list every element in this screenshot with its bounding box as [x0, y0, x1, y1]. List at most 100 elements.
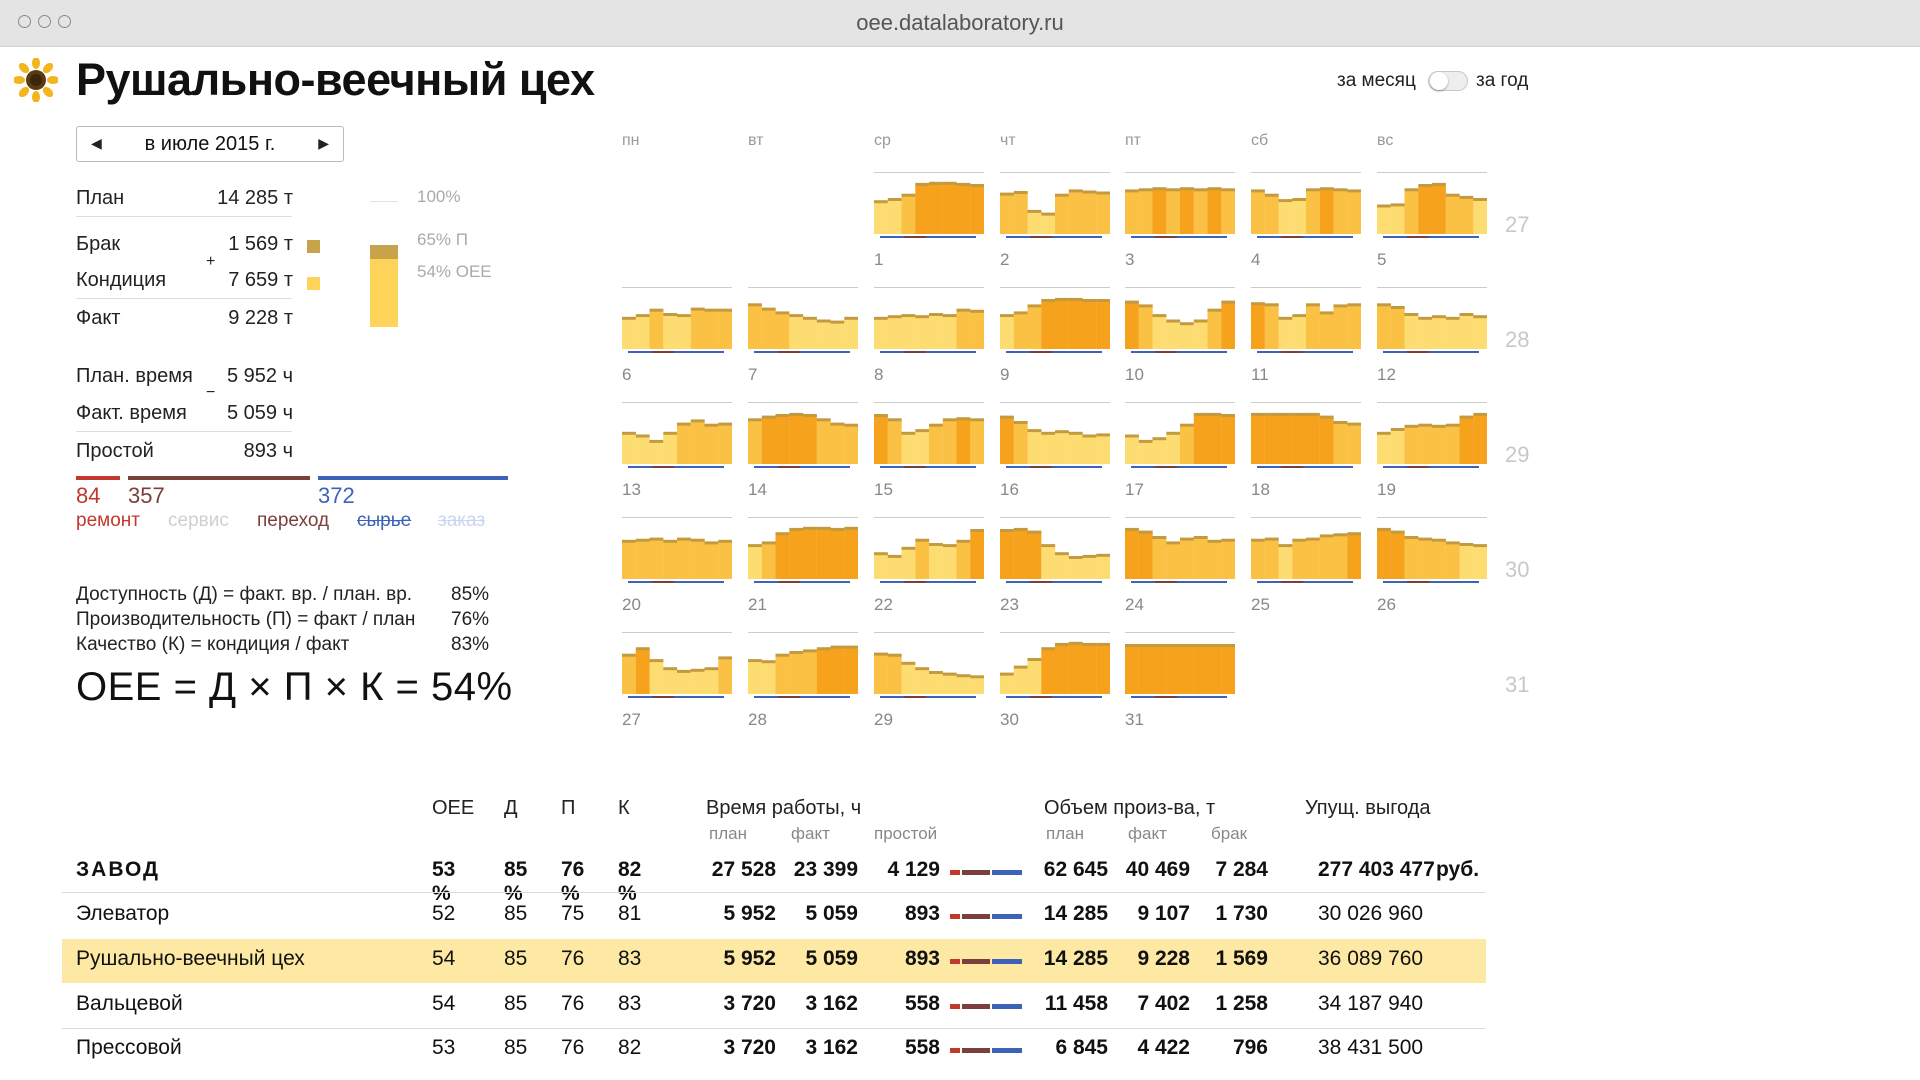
calendar-day[interactable]: 28 — [748, 632, 858, 729]
defect-bar — [1292, 198, 1307, 201]
calendar-day[interactable]: 9 — [1000, 287, 1110, 384]
close-window-icon[interactable] — [18, 15, 31, 28]
downtime-label: Простой — [76, 440, 154, 462]
defect-bar — [1306, 412, 1320, 416]
defect-bar — [1000, 415, 1014, 419]
address-bar[interactable]: oee.datalaboratory.ru — [856, 10, 1064, 35]
day-production-chart — [622, 307, 732, 353]
plan-time-value: 5 952 ч — [226, 365, 293, 387]
defect-bar — [1082, 299, 1097, 302]
calendar-day[interactable]: 15 — [874, 402, 984, 499]
defect-bar — [775, 532, 790, 536]
changeover-segment — [128, 476, 310, 480]
calendar-day[interactable]: 25 — [1251, 517, 1361, 614]
defect-bar — [1333, 421, 1348, 424]
repair-strip — [904, 696, 926, 698]
calendar-day[interactable]: 27 — [622, 632, 732, 729]
calendar-day[interactable]: 21 — [748, 517, 858, 614]
calendar-day[interactable]: 24 — [1125, 517, 1235, 614]
calendar-day[interactable]: 20 — [622, 517, 732, 614]
defect-bar — [1264, 193, 1279, 197]
day-plan-line — [1125, 632, 1235, 633]
production-bar — [942, 546, 957, 579]
minimize-window-icon[interactable] — [38, 15, 51, 28]
calendar-day[interactable]: 19 — [1377, 402, 1487, 499]
oee-percent-label: 54% OEE — [417, 262, 492, 281]
period-month-label[interactable]: за месяц — [1337, 70, 1416, 91]
calendar-day[interactable]: 23 — [1000, 517, 1110, 614]
day-number: 18 — [1251, 480, 1270, 499]
defect-bar — [1000, 529, 1014, 532]
defect-bar — [663, 431, 678, 435]
calendar-day[interactable]: 14 — [748, 402, 858, 499]
defect-bar — [1390, 428, 1405, 431]
defect-bar — [929, 671, 943, 674]
production-bar — [622, 656, 636, 694]
defect-bar — [1207, 539, 1222, 543]
calendar-day[interactable]: 6 — [622, 287, 732, 384]
defect-bar — [704, 423, 719, 427]
production-bar — [1319, 536, 1334, 579]
calendar-day[interactable]: 4 — [1251, 172, 1361, 269]
triangle-right-icon[interactable]: ▶ — [318, 135, 329, 151]
production-bar — [1404, 315, 1419, 349]
cause-changeover[interactable]: переход — [257, 510, 330, 531]
calendar-day[interactable]: 16 — [1000, 402, 1110, 499]
production-bar — [1027, 660, 1042, 694]
downtime-strip — [628, 466, 724, 468]
calendar-day[interactable]: 10 — [1125, 287, 1235, 384]
calendar-day[interactable]: 31 — [1125, 632, 1235, 729]
calendar-day[interactable]: 26 — [1377, 517, 1487, 614]
calendar-day[interactable]: 11 — [1251, 287, 1361, 384]
calendar-day[interactable]: 2 — [1000, 172, 1110, 269]
cause-raw-material[interactable]: сырье — [357, 510, 412, 531]
calendar-day[interactable]: 17 — [1125, 402, 1235, 499]
production-bar — [690, 541, 705, 579]
calendar-day[interactable]: 22 — [874, 517, 984, 614]
maximize-window-icon[interactable] — [58, 15, 71, 28]
calendar-day[interactable]: 18 — [1251, 402, 1361, 499]
defect-bar — [956, 417, 971, 421]
row-benefit: 36 089 760 — [1318, 947, 1424, 970]
calendar-day[interactable]: 5 — [1377, 172, 1487, 269]
toggle-knob[interactable] — [1430, 72, 1448, 90]
subcol-vfact: факт — [1128, 824, 1167, 843]
production-bar — [1138, 190, 1153, 234]
downtime-mix-bar — [962, 959, 990, 964]
calendar-day[interactable]: 29 — [874, 632, 984, 729]
repair-strip — [778, 581, 800, 583]
period-year-label[interactable]: за год — [1476, 70, 1529, 91]
calendar-day[interactable]: 3 — [1125, 172, 1235, 269]
calendar-day[interactable]: 1 — [874, 172, 984, 269]
cause-order[interactable]: заказ — [438, 510, 486, 531]
defect-bar — [1068, 556, 1083, 559]
production-bar — [718, 425, 732, 464]
total-plan: 27 528 — [711, 858, 776, 881]
day-number: 10 — [1125, 365, 1144, 384]
day-number: 7 — [748, 365, 758, 384]
production-bar — [1445, 543, 1460, 579]
cause-repair[interactable]: ремонт — [76, 510, 140, 531]
defect-bar — [1125, 189, 1139, 193]
calendar-day[interactable]: 12 — [1377, 287, 1487, 384]
plan-time-label: План. время — [76, 365, 193, 387]
day-plan-line — [748, 287, 858, 288]
calendar-day[interactable]: 7 — [748, 287, 858, 384]
calendar-day[interactable]: 13 — [622, 402, 732, 499]
day-number: 20 — [622, 595, 641, 614]
production-bar — [1000, 418, 1014, 464]
calendar-day[interactable]: 30 — [1000, 632, 1110, 729]
defect-bar — [1251, 189, 1265, 193]
day-production-chart — [1251, 532, 1361, 583]
defect-bar — [622, 316, 636, 320]
cause-service[interactable]: сервис — [168, 510, 229, 531]
selected-row-highlight[interactable] — [62, 939, 1486, 983]
calendar-day[interactable]: 8 — [874, 287, 984, 384]
defect-bar — [761, 307, 776, 311]
day-plan-line — [1377, 172, 1487, 173]
production-bar — [1221, 416, 1235, 464]
triangle-left-icon[interactable]: ◀ — [91, 135, 102, 151]
defect-bar — [1027, 530, 1042, 534]
day-plan-line — [748, 402, 858, 403]
weekday-header: вс — [1377, 132, 1394, 149]
